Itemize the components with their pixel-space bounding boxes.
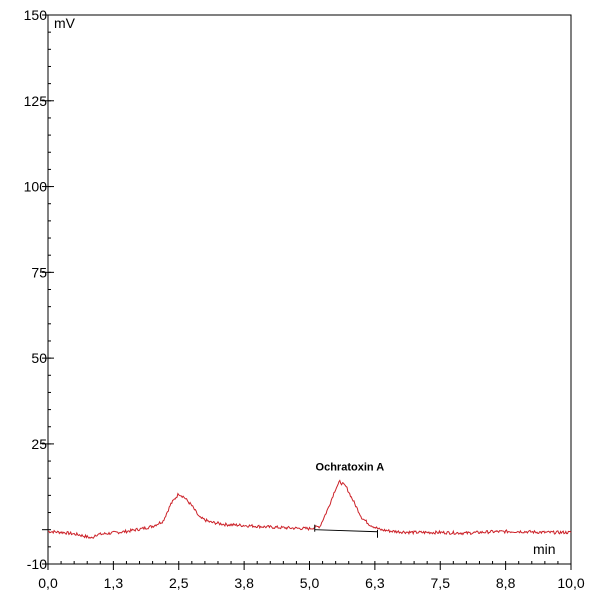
y-tick-label: 75 <box>31 264 47 280</box>
signal-trace <box>47 479 572 539</box>
peak-baseline <box>314 529 378 533</box>
x-tick-label: 10,0 <box>557 575 584 591</box>
y-tick-label: -10 <box>27 556 47 572</box>
x-axis-unit-label: min <box>533 541 556 557</box>
y-tick-label: 50 <box>31 350 47 366</box>
x-tick-label: 0,0 <box>38 575 58 591</box>
y-tick-label: 100 <box>24 179 48 195</box>
x-tick-label: 2,5 <box>169 575 189 591</box>
x-tick-label: 8,8 <box>496 575 516 591</box>
x-tick-label: 5,0 <box>300 575 320 591</box>
x-tick-label: 1,3 <box>104 575 124 591</box>
y-axis-unit-label: mV <box>54 15 76 31</box>
plot-frame <box>47 14 572 565</box>
peak-label: Ochratoxin A <box>316 462 385 474</box>
x-tick-label: 6,3 <box>365 575 385 591</box>
x-tick-label: 3,8 <box>234 575 254 591</box>
y-tick-label: 125 <box>24 93 48 109</box>
y-tick-label: 150 <box>24 7 48 23</box>
x-tick-label: 7,5 <box>431 575 451 591</box>
y-tick-label: 25 <box>31 436 47 452</box>
